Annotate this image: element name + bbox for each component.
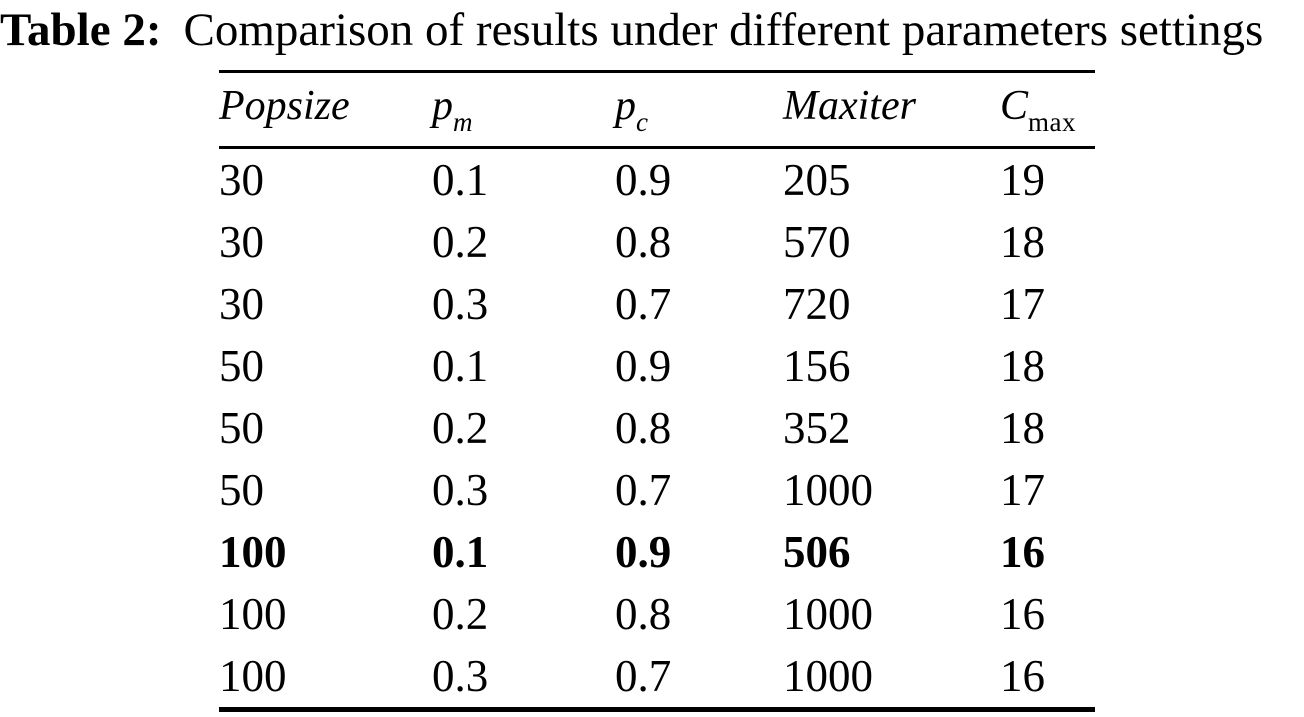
table-row: 30 0.2 0.8 570 18: [219, 211, 1095, 273]
cell-pm: 0.2: [432, 589, 489, 639]
table-caption-label: Table 2:: [0, 4, 162, 56]
cell-cmax: 16: [1000, 651, 1045, 701]
cell-popsize: 50: [219, 403, 264, 453]
col-header-pm: pm: [432, 71, 615, 149]
cell-popsize: 50: [219, 341, 264, 391]
cell-pc: 0.7: [615, 465, 672, 515]
table-row: 100 0.2 0.8 1000 16: [219, 583, 1095, 645]
table-row: 30 0.3 0.7 720 17: [219, 273, 1095, 335]
cell-pm: 0.3: [432, 279, 489, 329]
col-header-cmax: Cmax: [1000, 71, 1095, 149]
cell-pm: 0.2: [432, 403, 489, 453]
results-table: Popsize pm pc Maxiter Cmax 30 0.1 0.9 20…: [219, 70, 1095, 712]
col-header-popsize: Popsize: [219, 71, 432, 149]
cell-maxiter: 1000: [783, 465, 873, 515]
cell-popsize: 30: [219, 217, 264, 267]
cell-pc: 0.9: [615, 155, 672, 205]
cell-maxiter: 1000: [783, 651, 873, 701]
cell-maxiter: 570: [783, 217, 851, 267]
cell-popsize: 30: [219, 155, 264, 205]
cell-pm: 0.1: [432, 527, 489, 577]
table-caption: Table 2: Comparison of results under diff…: [0, 2, 1263, 58]
cell-cmax: 16: [1000, 527, 1045, 577]
cell-pm: 0.3: [432, 465, 489, 515]
table-caption-text: Comparison of results under different pa…: [183, 4, 1264, 56]
cell-pm: 0.1: [432, 341, 489, 391]
cell-pc: 0.9: [615, 341, 672, 391]
cell-popsize: 100: [219, 527, 287, 577]
cell-popsize: 50: [219, 465, 264, 515]
cell-popsize: 100: [219, 651, 287, 701]
cell-popsize: 30: [219, 279, 264, 329]
cell-pc: 0.7: [615, 279, 672, 329]
cell-pm: 0.2: [432, 217, 489, 267]
cell-maxiter: 1000: [783, 589, 873, 639]
cell-pc: 0.8: [615, 217, 672, 267]
cell-maxiter: 506: [783, 527, 851, 577]
cell-cmax: 19: [1000, 155, 1045, 205]
cell-maxiter: 720: [783, 279, 851, 329]
cell-cmax: 18: [1000, 341, 1045, 391]
cell-maxiter: 352: [783, 403, 851, 453]
table-row-highlighted: 100 0.1 0.9 506 16: [219, 521, 1095, 583]
cell-popsize: 100: [219, 589, 287, 639]
cell-pc: 0.8: [615, 403, 672, 453]
table-row: 50 0.1 0.9 156 18: [219, 335, 1095, 397]
cell-maxiter: 156: [783, 341, 851, 391]
cell-cmax: 17: [1000, 279, 1045, 329]
table-row: 30 0.1 0.9 205 19: [219, 148, 1095, 212]
cell-pm: 0.1: [432, 155, 489, 205]
cell-cmax: 18: [1000, 403, 1045, 453]
cell-pc: 0.8: [615, 589, 672, 639]
table-row: 50 0.2 0.8 352 18: [219, 397, 1095, 459]
cell-cmax: 18: [1000, 217, 1045, 267]
cell-pc: 0.9: [615, 527, 672, 577]
cell-pc: 0.7: [615, 651, 672, 701]
cell-maxiter: 205: [783, 155, 851, 205]
header-row: Popsize pm pc Maxiter Cmax: [219, 71, 1095, 149]
cell-cmax: 17: [1000, 465, 1045, 515]
col-header-pc: pc: [615, 71, 783, 149]
col-header-maxiter: Maxiter: [783, 71, 1000, 149]
table-row: 50 0.3 0.7 1000 17: [219, 459, 1095, 521]
table-row: 100 0.3 0.7 1000 16: [219, 645, 1095, 710]
cell-cmax: 16: [1000, 589, 1045, 639]
cell-pm: 0.3: [432, 651, 489, 701]
